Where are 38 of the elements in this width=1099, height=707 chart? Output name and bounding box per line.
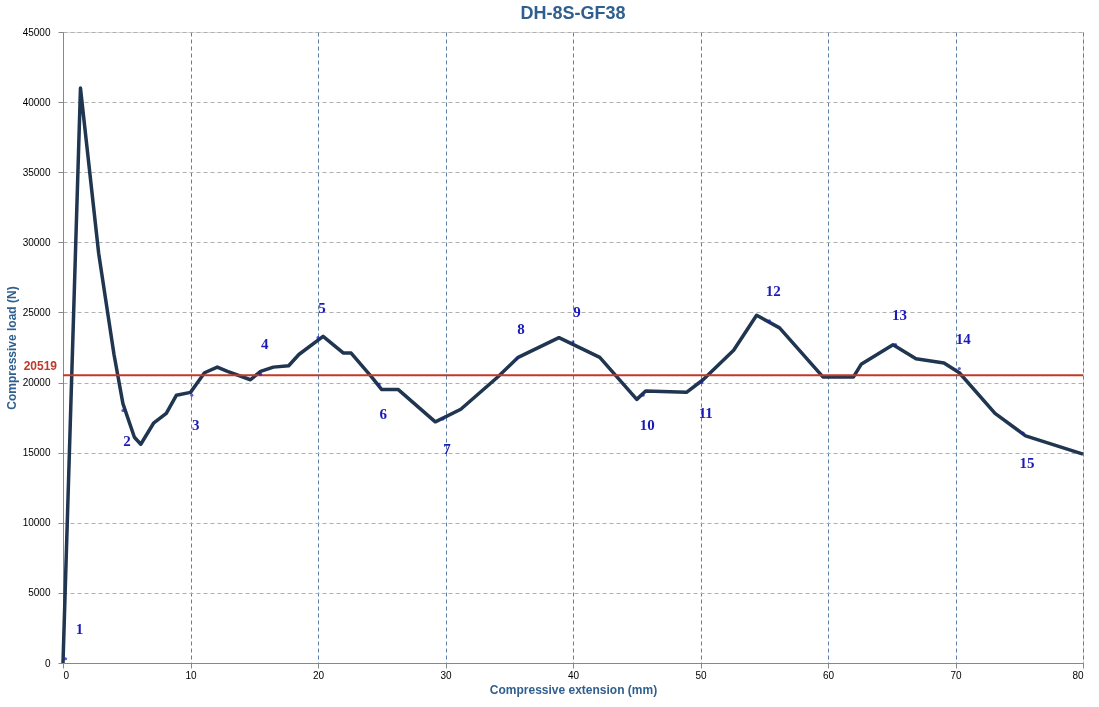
annotation: 4 <box>260 336 269 353</box>
x-tick-label: 20 <box>312 669 325 681</box>
x-tick-label: 60 <box>822 669 835 681</box>
annotation: 9 <box>573 303 581 320</box>
x-tick-label: 80 <box>1072 669 1084 681</box>
y-tick-label: 0 <box>44 657 51 669</box>
x-tick-label: 50 <box>695 669 707 681</box>
y-tick-label: 25000 <box>22 306 51 318</box>
ref-line-label: 20519 <box>23 359 58 374</box>
y-tick-label: 35000 <box>22 166 51 178</box>
y-axis-title: Compressive load (N) <box>4 286 19 410</box>
annotation: 12 <box>765 282 781 299</box>
annotation: 3 <box>192 417 200 434</box>
y-tick-label: 40000 <box>22 96 51 108</box>
annotation: 11 <box>698 404 713 421</box>
annotation: 15 <box>1019 455 1035 472</box>
annotation: 1 <box>75 620 84 637</box>
x-tick-label: 0 <box>63 669 70 681</box>
x-tick-label: 40 <box>567 669 580 681</box>
annotation: 10 <box>639 417 655 434</box>
annotation: 2 <box>123 432 131 449</box>
y-tick-label: 30000 <box>22 236 51 248</box>
chart-title: DH-8S-GF38 <box>520 3 626 23</box>
y-tick-label: 15000 <box>22 447 51 459</box>
x-tick-label: 70 <box>950 669 962 681</box>
annotation: 14 <box>955 330 972 347</box>
annotation: 13 <box>892 306 908 323</box>
x-tick-label: 10 <box>185 669 197 681</box>
y-tick-label: 20000 <box>22 377 51 389</box>
x-axis-title: Compressive extension (mm) <box>489 682 658 697</box>
y-tick-label: 5000 <box>28 587 51 599</box>
y-tick-label: 10000 <box>22 517 51 529</box>
annotation: 8 <box>517 320 525 337</box>
annotation: 7 <box>443 441 452 458</box>
y-tick-label: 45000 <box>22 26 51 38</box>
annotation: 6 <box>379 405 388 422</box>
annotation: 5 <box>318 299 326 316</box>
x-tick-label: 30 <box>440 669 452 681</box>
